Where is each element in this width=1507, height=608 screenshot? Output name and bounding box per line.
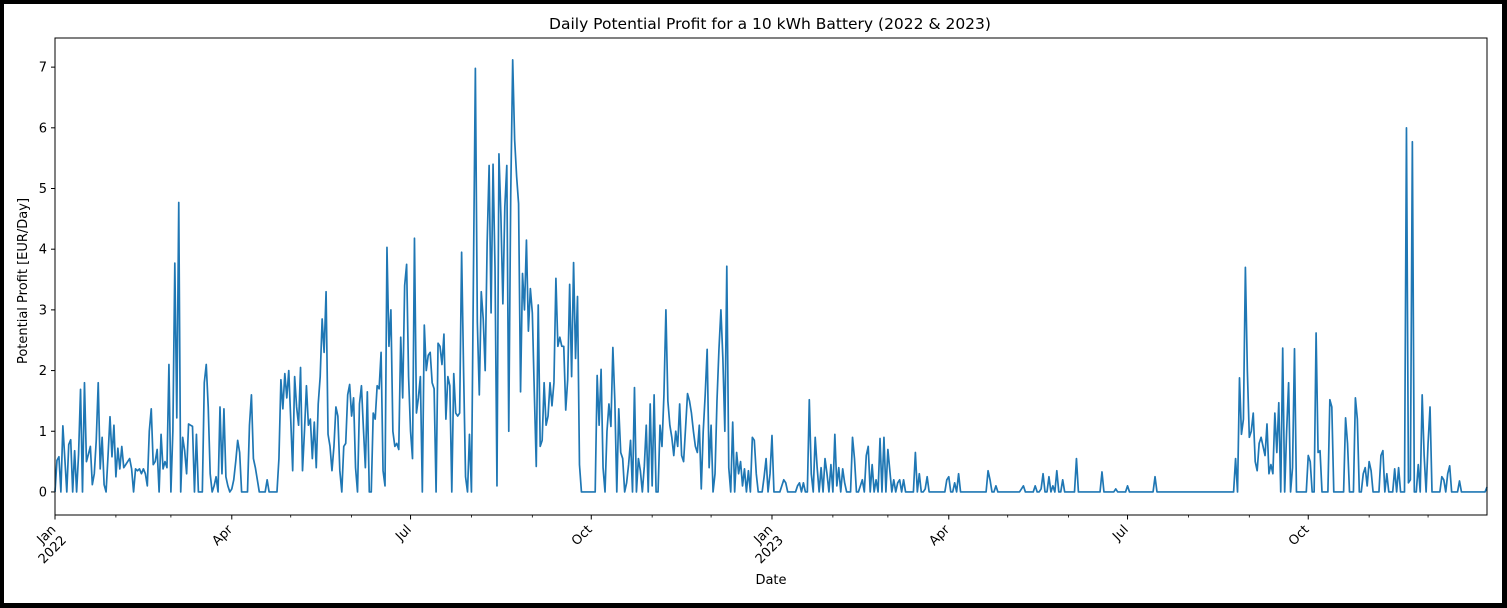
series-line — [54, 58, 1488, 493]
x-tick-label: Oct — [569, 522, 596, 549]
x-tick-label-line: Jul — [392, 522, 414, 544]
x-tick-label-line: Apr — [210, 522, 237, 549]
chart-frame: Daily Potential Profit for a 10 kWh Batt… — [4, 4, 1502, 603]
y-tick-label: 3 — [39, 303, 47, 318]
y-tick-label: 5 — [39, 182, 47, 197]
x-tick-label: Jul — [1109, 522, 1131, 544]
x-tick-label: Oct — [1286, 522, 1313, 549]
plot-area — [54, 58, 1488, 493]
x-tick-label: Jul — [392, 522, 414, 544]
y-axis-label: Potential Profit [EUR/Day] — [16, 198, 31, 364]
x-tick-label: Apr — [926, 522, 953, 549]
x-tick-label-line: Oct — [1286, 522, 1313, 549]
y-tick-label: 2 — [39, 364, 47, 379]
x-tick-label-line: Oct — [569, 522, 596, 549]
line-chart: Daily Potential Profit for a 10 kWh Batt… — [16, 15, 1488, 588]
y-tick-label: 7 — [39, 61, 47, 76]
chart-title: Daily Potential Profit for a 10 kWh Batt… — [549, 15, 991, 33]
y-axis: 0 1 2 3 4 5 6 7 — [39, 61, 55, 500]
x-axis-label: Date — [755, 573, 786, 588]
x-tick-label: Apr — [210, 522, 237, 549]
x-tick-label-line: Apr — [926, 522, 953, 549]
y-tick-label: 6 — [39, 121, 47, 136]
y-tick-label: 1 — [39, 425, 47, 440]
y-tick-label: 4 — [39, 243, 47, 258]
plot-frame — [54, 37, 1488, 516]
x-tick-label-line: Jul — [1109, 522, 1131, 544]
y-tick-label: 0 — [39, 485, 47, 500]
